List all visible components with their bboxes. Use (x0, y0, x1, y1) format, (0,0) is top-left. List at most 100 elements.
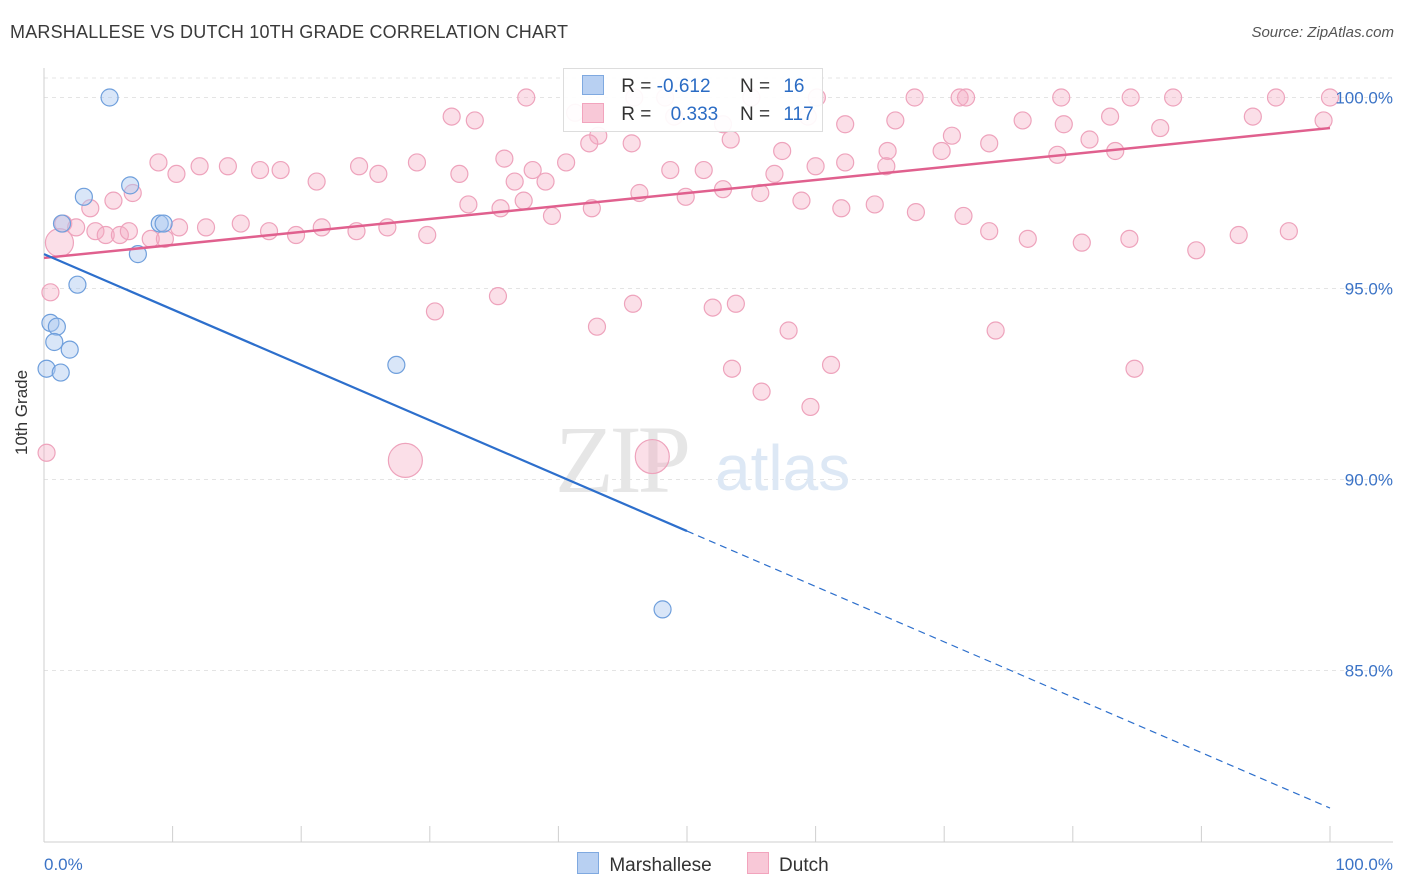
dutch-point (491, 199, 510, 218)
dutch-point (906, 203, 926, 222)
dutch-point (1100, 107, 1120, 126)
marshallese-point (60, 340, 79, 359)
dutch-point (623, 294, 643, 313)
marshallese-point (37, 359, 56, 378)
dutch-point (67, 218, 86, 237)
dutch-point (96, 225, 115, 245)
r-label: R = (621, 104, 652, 125)
marshallese-trend-line (43, 253, 688, 533)
dutch-point (1229, 225, 1248, 245)
dutch-point (865, 195, 884, 214)
dutch-point (765, 164, 784, 183)
marshallese-legend-swatch (577, 852, 600, 874)
marshallese-point (52, 214, 72, 233)
y-axis-label: 10th Grade (12, 369, 31, 455)
dutch-point (536, 172, 555, 191)
marshallese-points (37, 88, 672, 619)
dutch-point (514, 191, 533, 210)
dutch-point (986, 321, 1005, 340)
dutch-point (1018, 229, 1037, 248)
dutch-point (369, 164, 388, 183)
dutch-point (676, 187, 695, 206)
n-label: N = (739, 76, 771, 97)
dutch-point (523, 160, 542, 180)
marshallese-point (653, 600, 672, 619)
legend-item-marshallese[interactable]: Marshallese (577, 852, 712, 877)
axes (43, 68, 1393, 843)
dutch-point (1013, 111, 1032, 130)
dutch-point (1279, 222, 1298, 241)
dutch-point (418, 225, 437, 245)
y-tick-label: 90.0% (1345, 471, 1393, 490)
dutch-point (407, 153, 427, 172)
dutch-point (1320, 88, 1340, 107)
y-tick-label: 100.0% (1335, 89, 1393, 108)
dutch-point (167, 164, 186, 183)
dutch-point (259, 222, 279, 241)
dutch-point (779, 321, 798, 340)
dutch-trend-line (43, 126, 1331, 260)
dutch-point (905, 88, 924, 107)
marshallese-point (154, 214, 173, 233)
stats-row-dutch: R = 0.333 N = 117 (582, 103, 814, 126)
dutch-point (41, 283, 60, 302)
dutch-point (557, 153, 576, 172)
dutch-point (832, 199, 851, 218)
dutch-point (703, 298, 722, 317)
dutch-point (1072, 233, 1091, 252)
dutch-point (149, 153, 168, 172)
dutch-point (104, 191, 123, 210)
y-tick-label: 95.0% (1345, 280, 1393, 299)
dutch-point (286, 225, 306, 245)
dutch-point (425, 302, 445, 321)
y-tick-label: 85.0% (1345, 662, 1393, 681)
dutch-point (1052, 88, 1071, 107)
series-legend: Marshallese Dutch (0, 852, 1406, 877)
marshallese-point (74, 187, 93, 206)
tick-labels: 85.0% 90.0% 95.0% 100.0% 0.0% 100.0% (44, 89, 1393, 875)
n-value: 16 (783, 76, 805, 97)
dutch-point (442, 107, 461, 126)
dutch-point (81, 199, 100, 218)
dutch-point (1121, 88, 1140, 107)
dutch-point (932, 141, 951, 161)
marshallese-point (100, 88, 119, 107)
dutch-point (634, 438, 670, 475)
legend-item-dutch[interactable]: Dutch (747, 852, 829, 877)
stats-row-marshallese: R = -0.612 N = 16 (582, 75, 804, 98)
dutch-point (752, 382, 771, 401)
dutch-point (1151, 118, 1170, 138)
r-value: -0.612 (656, 76, 711, 97)
marshallese-point (150, 214, 169, 233)
gridlines (44, 77, 1392, 671)
dutch-point (37, 443, 56, 462)
dutch-point (980, 134, 999, 153)
dutch-point (1187, 241, 1206, 260)
dutch-legend-swatch (747, 852, 770, 874)
dutch-point (459, 195, 478, 214)
chart-title: MARSHALLESE VS DUTCH 10TH GRADE CORRELAT… (10, 22, 569, 42)
dutch-point (721, 130, 740, 149)
marshallese-point (51, 363, 70, 382)
dutch-point (694, 160, 713, 180)
dutch-point (44, 228, 75, 258)
trend-lines (43, 126, 1331, 809)
dutch-point (722, 359, 742, 378)
marshallese-point (121, 176, 140, 195)
legend-label: Dutch (779, 855, 829, 876)
dutch-point (806, 157, 825, 176)
r-label: R = (621, 76, 652, 97)
dutch-point (542, 206, 562, 226)
marshallese-point (68, 275, 87, 294)
dutch-point (196, 218, 216, 237)
dutch-point (792, 191, 811, 210)
dutch-point (954, 206, 973, 226)
dutch-point (231, 214, 250, 233)
dutch-point (878, 141, 897, 161)
stats-legend: R = -0.612 N = 16 R = 0.333 N = 117 (563, 68, 823, 132)
legend-label: Marshallese (609, 855, 712, 876)
dutch-point (349, 157, 369, 176)
dutch-point (169, 218, 189, 237)
r-value: 0.333 (670, 104, 719, 125)
dutch-point (956, 88, 976, 107)
